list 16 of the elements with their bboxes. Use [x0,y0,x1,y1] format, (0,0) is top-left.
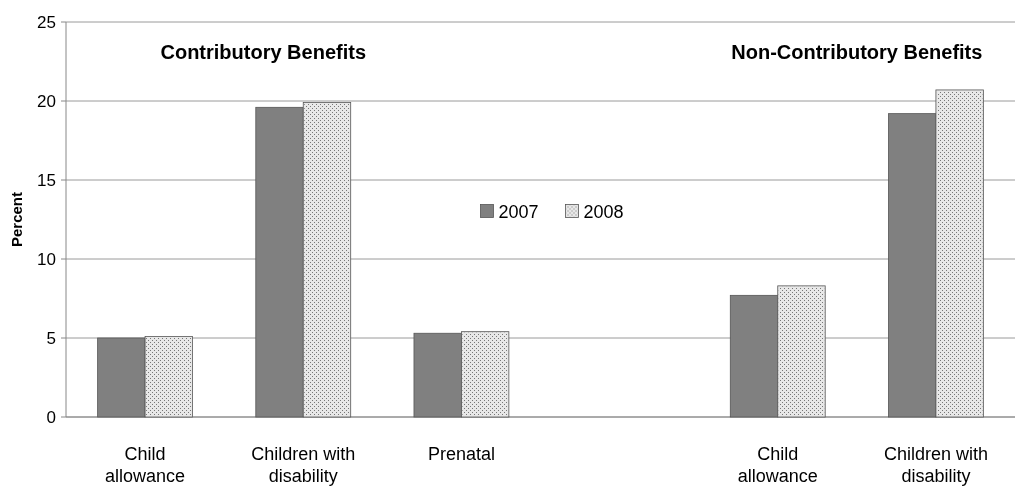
y-tick-label: 15 [37,170,56,190]
legend-label: 2007 [498,201,539,222]
x-tick-label: Child allowance [737,444,818,486]
x-tick-label: Prenatal [427,444,495,464]
y-tick-label: 5 [46,328,56,348]
x-tick-label: Children with disability [883,444,988,486]
y-axis-title: Percent [8,191,25,248]
x-tick-label: Child allowance [105,444,186,486]
y-tick-label: 25 [37,12,56,32]
y-tick-label: 0 [46,407,56,427]
legend-label: 2008 [583,201,624,222]
annotation: Non-Contributory Benefits [731,41,983,63]
annotation: Contributory Benefits [160,41,367,63]
y-tick-label: 10 [37,249,56,269]
x-tick-label: Children with disability [251,444,356,486]
y-tick-label: 20 [37,91,56,111]
